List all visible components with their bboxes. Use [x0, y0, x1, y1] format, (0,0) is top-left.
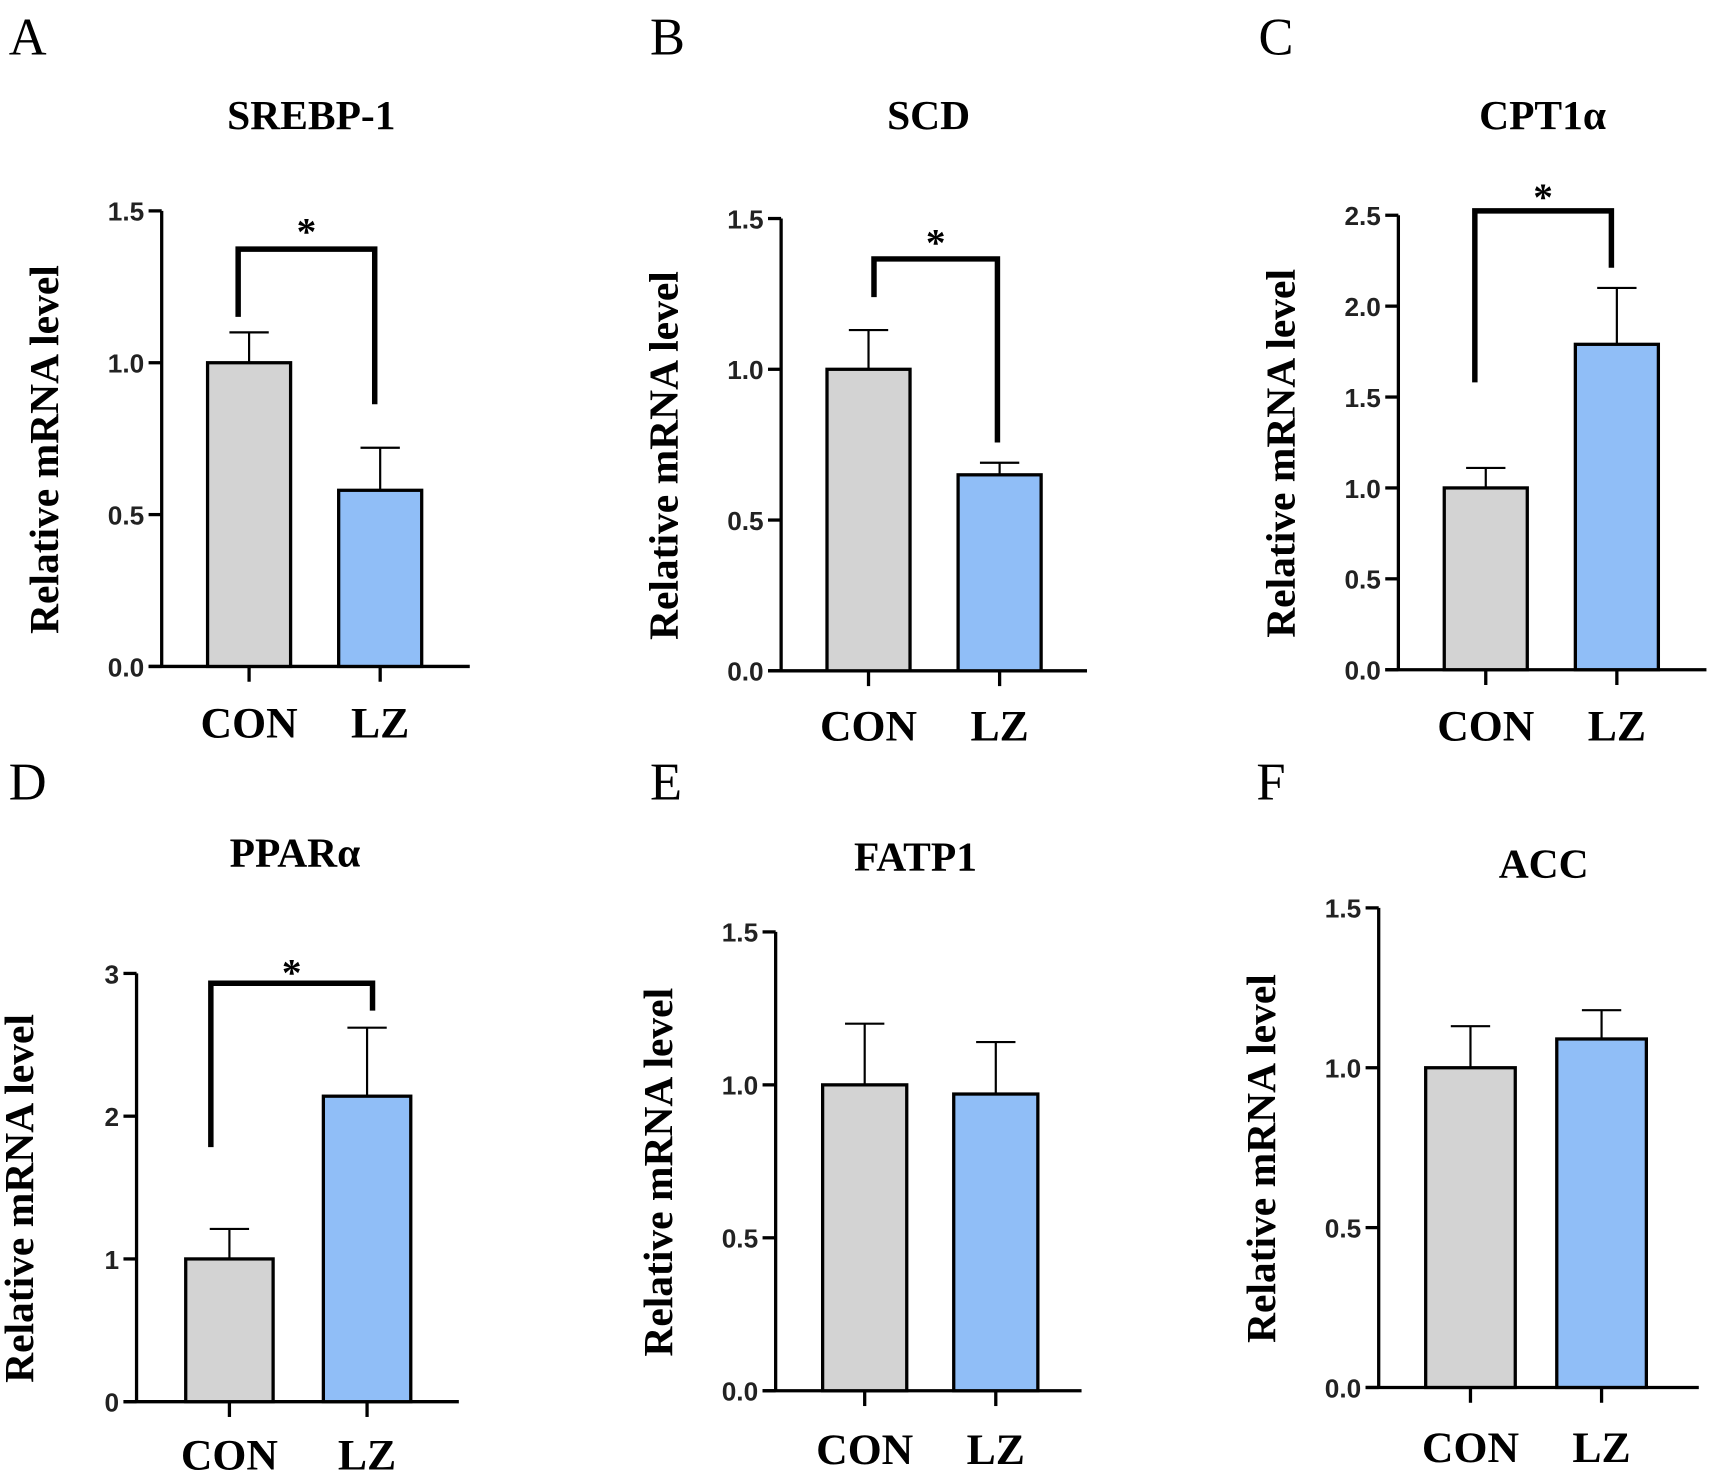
- bar-lz: [956, 473, 1043, 673]
- panel-letter: D: [9, 754, 47, 812]
- y-axis-label: Relative mRNA level: [0, 1014, 42, 1383]
- x-tick-label: LZ: [1572, 1424, 1630, 1472]
- y-tick-label: 0.0: [727, 657, 763, 687]
- bar-lz: [952, 1092, 1040, 1393]
- x-tick-label: CON: [201, 699, 298, 747]
- y-axis-label: Relative mRNA level: [1258, 269, 1304, 638]
- y-axis-label: Relative mRNA level: [21, 265, 67, 634]
- bar-lz: [1555, 1037, 1648, 1390]
- significance-marker: *: [297, 210, 317, 254]
- y-tick-label: 1.5: [727, 204, 763, 234]
- panel-c: C CPT1α Relative mRNA level 0.0 0.5 1.0 1.5 2.0…: [1258, 9, 1707, 751]
- bar-con: [1424, 1066, 1517, 1390]
- y-tick-label: 0.5: [1344, 565, 1380, 595]
- y-tick-label: 1.5: [1344, 383, 1380, 413]
- bar-con: [820, 1083, 909, 1393]
- y-tick-label: 1.5: [108, 197, 144, 227]
- x-tick-label: CON: [1437, 703, 1534, 751]
- y-tick-label: 1.0: [1325, 1054, 1361, 1084]
- y-axis-label: Relative mRNA level: [1238, 974, 1284, 1343]
- y-tick-label: 2.0: [1344, 292, 1380, 322]
- bar-lz: [337, 488, 424, 669]
- y-tick-label: 3: [105, 959, 120, 989]
- y-tick-label: 2: [105, 1102, 120, 1132]
- bar-lz: [321, 1094, 413, 1404]
- panel-f: F ACC Relative mRNA level 0.0 0.5 1.0 1.5 CON LZ: [1238, 754, 1699, 1472]
- y-tick-label: 1.5: [722, 918, 758, 948]
- x-tick-label: CON: [181, 1431, 278, 1476]
- y-axis-label: Relative mRNA level: [640, 271, 686, 640]
- y-tick-label: 0.5: [722, 1224, 758, 1254]
- bar-lz: [1573, 342, 1661, 672]
- y-tick-label: 0: [105, 1388, 120, 1418]
- x-tick-label: LZ: [970, 703, 1028, 751]
- significance-bracket: [208, 980, 376, 1148]
- y-tick-label: 1.5: [1325, 894, 1361, 924]
- y-tick-label: 1.0: [1344, 474, 1380, 504]
- x-tick-label: CON: [816, 1426, 913, 1474]
- chart-title: SCD: [887, 92, 970, 138]
- panel-b: B SCD Relative mRNA level 0.0 0.5 1.0 1.5 CON LZ…: [640, 9, 1088, 751]
- y-tick-label: 1.0: [722, 1071, 758, 1101]
- chart-title: ACC: [1499, 840, 1589, 886]
- panel-a: A SREBP-1 Relative mRNA level 0.0 0.5 1.0 1.5 C…: [9, 9, 470, 747]
- panel-d: D PPARα Relative mRNA level 0 1 2 3 CON LZ *: [0, 754, 459, 1476]
- significance-bracket: [1472, 208, 1615, 383]
- y-tick-label: 1.0: [108, 349, 144, 379]
- significance-marker: *: [1533, 175, 1553, 219]
- y-tick-label: 2.5: [1344, 201, 1380, 231]
- chart-title: CPT1α: [1479, 92, 1606, 138]
- panel-letter: B: [650, 9, 685, 67]
- x-tick-label: LZ: [351, 699, 409, 747]
- significance-bracket: [871, 256, 1001, 443]
- x-tick-label: CON: [820, 703, 917, 751]
- chart-title: FATP1: [854, 834, 977, 880]
- y-tick-label: 0.5: [1325, 1213, 1361, 1243]
- chart-title: SREBP-1: [227, 92, 395, 138]
- panel-letter: C: [1259, 9, 1294, 67]
- bar-con: [1442, 486, 1529, 672]
- significance-marker: *: [282, 950, 302, 994]
- x-tick-label: CON: [1422, 1424, 1519, 1472]
- significance-bracket: [235, 246, 378, 405]
- y-tick-label: 1.0: [727, 355, 763, 385]
- y-tick-label: 0.0: [108, 652, 144, 682]
- y-tick-label: 1: [105, 1245, 120, 1275]
- panel-letter: F: [1256, 754, 1285, 812]
- x-tick-label: LZ: [1588, 703, 1646, 751]
- x-tick-label: LZ: [967, 1426, 1025, 1474]
- y-axis-label: Relative mRNA level: [635, 988, 681, 1357]
- bar-con: [205, 361, 293, 669]
- y-tick-label: 0.5: [727, 506, 763, 536]
- y-tick-label: 0.0: [722, 1377, 758, 1407]
- y-tick-label: 0.0: [1325, 1373, 1361, 1403]
- y-tick-label: 0.0: [1344, 656, 1380, 686]
- panel-letter: A: [9, 9, 47, 67]
- significance-marker: *: [926, 221, 946, 265]
- bar-con: [825, 367, 912, 673]
- panel-letter: E: [650, 754, 682, 812]
- chart-title: PPARα: [230, 829, 361, 875]
- y-tick-label: 0.5: [108, 500, 144, 530]
- panel-e: E FATP1 Relative mRNA level 0.0 0.5 1.0 1.5 CON…: [635, 754, 1082, 1474]
- bar-con: [184, 1257, 275, 1404]
- x-tick-label: LZ: [338, 1431, 396, 1476]
